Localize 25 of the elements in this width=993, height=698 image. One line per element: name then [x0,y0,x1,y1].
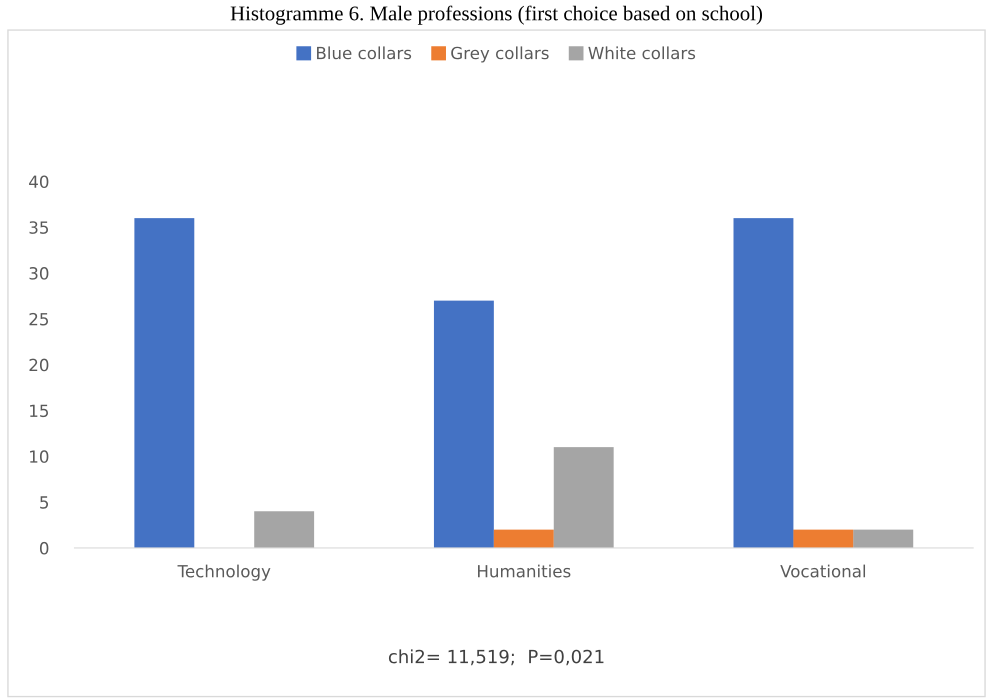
bar [494,530,554,548]
bar [134,218,194,548]
x-tick-label: Humanities [478,564,570,578]
legend-label: Grey collars [451,46,549,63]
legend-label: White collars [588,46,696,60]
y-tick-label: 40 [29,175,48,188]
bar [434,300,494,548]
bar [254,511,314,548]
y-tick-label: 0 [40,542,48,554]
y-tick-label: 30 [30,267,48,280]
y-tick-label: 15 [30,404,48,418]
y-tick-label: 10 [30,450,48,463]
bar [554,447,614,548]
bar [793,530,854,548]
x-tick-label: Technology [178,564,270,581]
bar [853,530,914,548]
y-tick-label: 35 [30,221,48,234]
x-tick-label: Vocational [780,564,866,578]
legend-label: Blue collars [317,46,412,60]
y-tick-label: 5 [40,496,48,509]
chart-title: Histogramme 6. Male professions (first choice based on school) [230,6,762,25]
text: chi2= 11,519; P=0,021 [388,649,604,666]
y-tick-label: 20 [29,358,48,372]
y-tick-label: 25 [29,312,48,326]
bar [733,218,794,548]
